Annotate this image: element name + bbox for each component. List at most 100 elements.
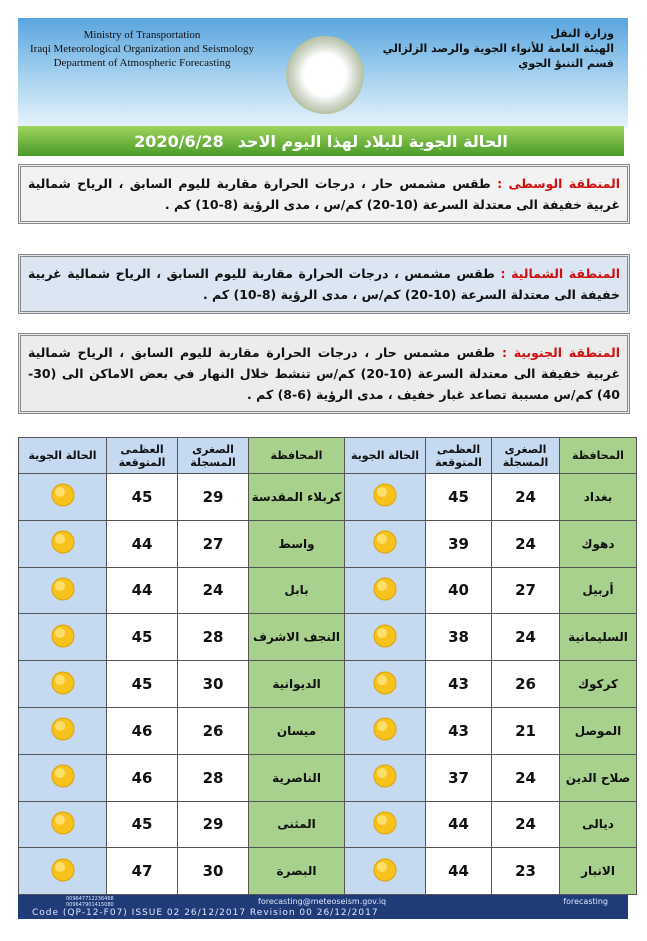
weather-state: [18, 566, 107, 615]
max-temp: 45: [106, 800, 178, 849]
email: forecasting@meteoseism.gov.iq: [258, 897, 387, 906]
region-box: المنطقة الشمالية : طقس مشمس ، درجات الحر…: [18, 254, 630, 314]
table-row: بغداد 24 45 كربلاء المقدسة 29 45: [18, 473, 637, 521]
province: النجف الاشرف: [248, 613, 345, 662]
weather-state: [18, 753, 107, 802]
phone: 009647712236468: [66, 896, 114, 902]
column-header: الحالة الجوية: [344, 437, 426, 474]
max-temp: 45: [106, 660, 178, 708]
province: الديوانية: [248, 660, 345, 708]
province: ميسان: [248, 706, 345, 755]
header-line: قسم التنبؤ الجوي: [518, 57, 614, 70]
province: أربيل: [559, 566, 637, 615]
weather-state: [18, 519, 107, 568]
logo: [286, 36, 364, 114]
column-header: المحافظة: [559, 437, 637, 474]
weather-state: [344, 519, 426, 568]
weather-state: [344, 613, 426, 662]
province: واسط: [248, 519, 345, 568]
min-temp: 24: [177, 566, 249, 615]
min-temp: 24: [491, 473, 560, 521]
weather-state: [18, 706, 107, 755]
weather-state: [18, 847, 107, 896]
province: الناصرية: [248, 753, 345, 802]
min-temp: 28: [177, 753, 249, 802]
province: كركوك: [559, 660, 637, 708]
province: الانبار: [559, 847, 637, 896]
max-temp: 39: [425, 519, 492, 568]
weather-state: [18, 473, 107, 521]
column-header: العظمى المتوقعة: [106, 437, 178, 474]
date: 2020/6/28: [134, 131, 224, 151]
weather-state: [18, 660, 107, 708]
table-row: ديالى 24 44 المثنى 29 45: [18, 800, 637, 849]
table-row: السليمانية 24 38 النجف الاشرف 28 45: [18, 613, 637, 662]
column-header: الصغرى المسجلة: [491, 437, 560, 474]
province: البصرة: [248, 847, 345, 896]
province: السليمانية: [559, 613, 637, 662]
min-temp: 24: [491, 613, 560, 662]
min-temp: 24: [491, 753, 560, 802]
province: المثنى: [248, 800, 345, 849]
min-temp: 24: [491, 519, 560, 568]
max-temp: 45: [106, 473, 178, 521]
column-header: الحالة الجوية: [18, 437, 107, 474]
max-temp: 46: [106, 706, 178, 755]
table-row: صلاح الدين 24 37 الناصرية 28 46: [18, 753, 637, 802]
region-label: المنطقة الشمالية :: [500, 266, 621, 281]
sun-icon: [51, 624, 74, 648]
min-temp: 28: [177, 613, 249, 662]
min-temp: 26: [491, 660, 560, 708]
region-text: طقس مشمس حار ، درجات الحرارة مقاربة لليو…: [28, 345, 620, 402]
header-line: وزارة النقل: [550, 27, 614, 40]
min-temp: 30: [177, 660, 249, 708]
sun-icon: [51, 717, 74, 741]
max-temp: 44: [106, 519, 178, 568]
max-temp: 44: [425, 847, 492, 896]
table-row: أربيل 27 40 بابل 24 44: [18, 566, 637, 615]
footer: 009647712236468 009647901415080 forecasti…: [18, 895, 628, 919]
weather-state: [344, 753, 426, 802]
sun-icon: [51, 530, 74, 554]
weather-state: [344, 473, 426, 521]
max-temp: 47: [106, 847, 178, 896]
sun-icon: [51, 858, 74, 882]
social: forecasting: [563, 897, 608, 906]
weather-state: [18, 613, 107, 662]
max-temp: 45: [106, 613, 178, 662]
min-temp: 29: [177, 473, 249, 521]
province: بغداد: [559, 473, 637, 521]
min-temp: 26: [177, 706, 249, 755]
max-temp: 43: [425, 706, 492, 755]
region-label: المنطقة الجنوبية :: [501, 345, 620, 360]
phones: 009647712236468 009647901415080: [66, 896, 114, 908]
max-temp: 45: [425, 473, 492, 521]
sun-icon: [373, 577, 397, 601]
province: دهوك: [559, 519, 637, 568]
weather-table: المحافظة الصغرى المسجلة العظمى المتوقعة الح…: [18, 437, 637, 896]
phone: 009647901415080: [66, 902, 114, 908]
province: كربلاء المقدسة: [248, 473, 345, 521]
table-row: كركوك 26 43 الديوانية 30 45: [18, 660, 637, 708]
sun-icon: [373, 483, 397, 507]
header-line: الهيئة العامة للأنواء الجوية والرصد الزل…: [382, 42, 614, 55]
title: الحالة الجوية للبلاد لهذا اليوم الاحد: [237, 131, 508, 151]
sun-icon: [51, 671, 74, 695]
sun-icon: [373, 530, 397, 554]
sun-icon: [373, 764, 397, 788]
max-temp: 43: [425, 660, 492, 708]
province: الموصل: [559, 706, 637, 755]
max-temp: 40: [425, 566, 492, 615]
min-temp: 21: [491, 706, 560, 755]
sun-icon: [51, 764, 74, 788]
max-temp: 44: [106, 566, 178, 615]
region-text: طقس مشمس حار ، درجات الحرارة مقاربة لليو…: [28, 176, 620, 212]
header-arabic: وزارة النقل الهيئة العامة للأنواء الجوية…: [383, 26, 614, 71]
weather-state: [344, 566, 426, 615]
header-line: Department of Atmospheric Forecasting: [53, 57, 231, 69]
min-temp: 27: [491, 566, 560, 615]
sun-icon: [373, 671, 397, 695]
province: بابل: [248, 566, 345, 615]
min-temp: 29: [177, 800, 249, 849]
